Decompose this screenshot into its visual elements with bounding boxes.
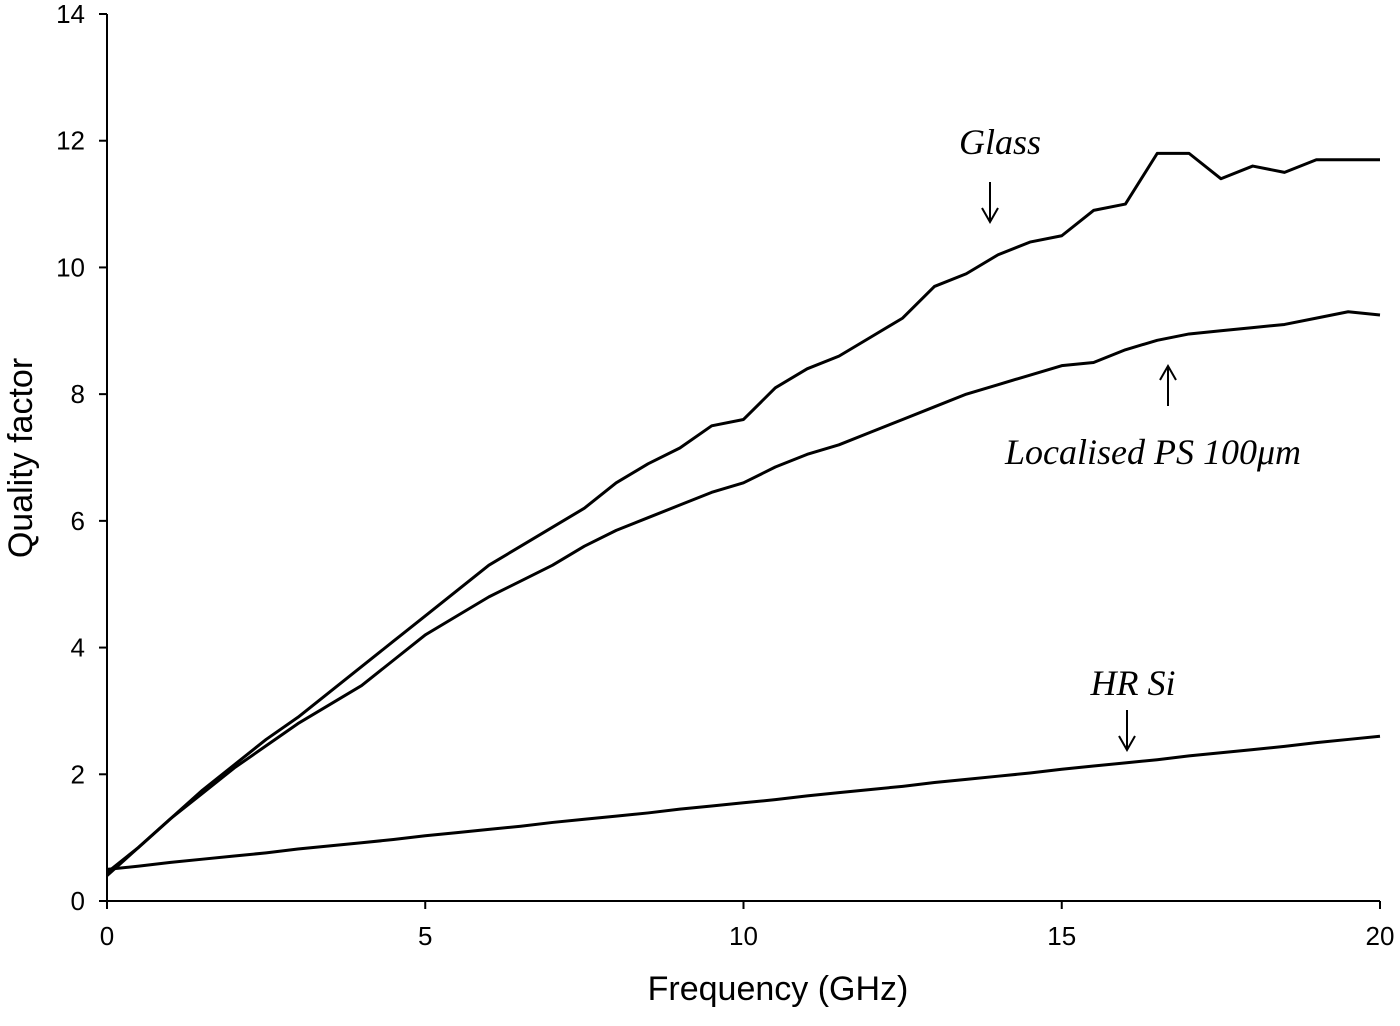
series-line xyxy=(105,151,1380,877)
y-tick-label: 0 xyxy=(71,886,85,916)
x-tick-label: 0 xyxy=(100,921,114,951)
arrow xyxy=(1159,363,1177,406)
series-line xyxy=(106,310,1381,874)
y-tick-label: 12 xyxy=(56,126,85,156)
x-tick-label: 20 xyxy=(1366,921,1395,951)
arrow xyxy=(981,182,999,225)
arrows xyxy=(981,182,1177,753)
series-line xyxy=(106,734,1381,871)
annotation: HR Si xyxy=(1090,663,1176,703)
y-tick-label: 8 xyxy=(71,379,85,409)
y-tick-label: 4 xyxy=(71,633,85,663)
x-tick-label: 15 xyxy=(1047,921,1076,951)
annotation: Glass xyxy=(959,122,1041,162)
y-tick-label: 6 xyxy=(71,506,85,536)
x-axis-label: Frequency (GHz) xyxy=(648,970,909,1008)
y-tick-label: 2 xyxy=(71,759,85,789)
annotation: Localised PS 100μm xyxy=(1004,432,1301,472)
x-tick-label: 5 xyxy=(418,921,432,951)
x-tick-label: 10 xyxy=(729,921,758,951)
y-tick-label: 14 xyxy=(56,0,85,29)
y-axis-label: Quality factor xyxy=(2,358,40,558)
arrow xyxy=(1118,710,1136,753)
y-tick-label: 10 xyxy=(56,252,85,282)
